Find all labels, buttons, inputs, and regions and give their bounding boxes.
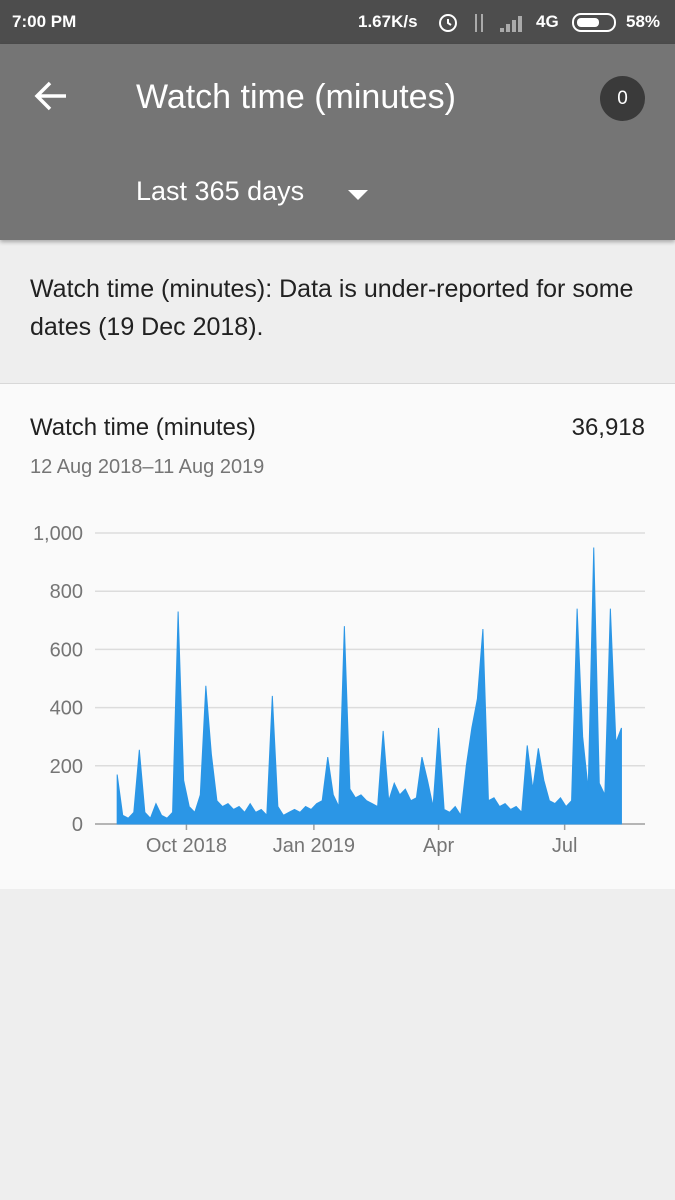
time: 7:00 PM xyxy=(12,12,77,31)
card-title: Watch time (minutes) xyxy=(30,414,256,441)
area xyxy=(116,547,622,825)
x-tick-label: Oct 2018 xyxy=(146,835,227,857)
card: Watch time (minutes) 36,918 12 Aug 2018–… xyxy=(0,383,675,889)
x-tick-label: Jul xyxy=(552,835,578,857)
back-button[interactable] xyxy=(34,80,70,112)
net-speed: 1.67K/s xyxy=(358,12,418,31)
chart: 0 200 400 600 800 1,000 Oct 2018 Jan 2019 Apr Jul xyxy=(33,523,645,857)
battery-icon xyxy=(572,13,616,32)
status-icons xyxy=(439,14,522,32)
app-bar: Watch time (minutes) 0 Last 365 days xyxy=(0,44,675,240)
card-range: 12 Aug 2018–11 Aug 2019 xyxy=(30,456,265,478)
x-tick-label: Jan 2019 xyxy=(273,835,355,857)
period-select[interactable]: Last 365 days xyxy=(136,176,305,206)
y-tick-label: 400 xyxy=(50,698,83,720)
y-tick-label: 1,000 xyxy=(33,523,83,545)
network: 4G xyxy=(536,12,559,31)
y-tick-label: 0 xyxy=(72,814,83,836)
dropdown-arrow[interactable] xyxy=(348,188,368,200)
status-bar: 7:00 PM 1.67K/s 4G 58% xyxy=(0,0,675,44)
notice: Watch time (minutes): Data is under-repo… xyxy=(30,275,634,341)
app-title: Watch time (minutes) xyxy=(136,78,456,116)
card-total: 36,918 xyxy=(571,414,645,441)
y-tick-label: 200 xyxy=(50,756,83,778)
badge[interactable]: 0 xyxy=(600,76,645,121)
y-tick-label: 600 xyxy=(50,639,83,661)
battery: 58% xyxy=(626,12,661,31)
x-tick-label: Apr xyxy=(423,835,454,857)
y-tick-label: 800 xyxy=(50,581,83,603)
